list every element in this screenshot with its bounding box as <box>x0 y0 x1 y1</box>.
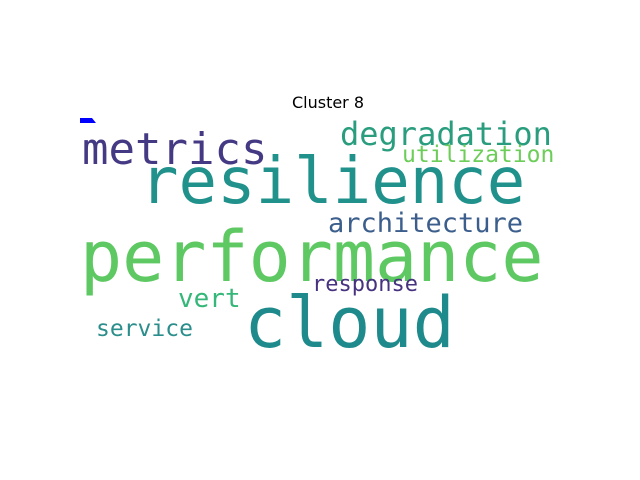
word-performance: performance <box>80 216 544 298</box>
word-architecture: architecture <box>328 208 524 239</box>
word-vert: vert <box>178 284 241 314</box>
word-resilience: resilience <box>140 145 526 219</box>
word-response: response <box>312 272 418 297</box>
word-metrics: metrics <box>82 124 268 175</box>
corner-mark <box>80 118 96 123</box>
word-cloud: performance resilience cloud metrics deg… <box>80 118 576 366</box>
word-cloud-term: cloud <box>244 282 455 364</box>
word-service: service <box>96 316 193 342</box>
word-degradation: degradation <box>340 115 552 153</box>
corner-mark-shape <box>80 118 96 123</box>
chart-title: Cluster 8 <box>291 93 365 112</box>
word-utilization: utilization <box>402 142 555 168</box>
